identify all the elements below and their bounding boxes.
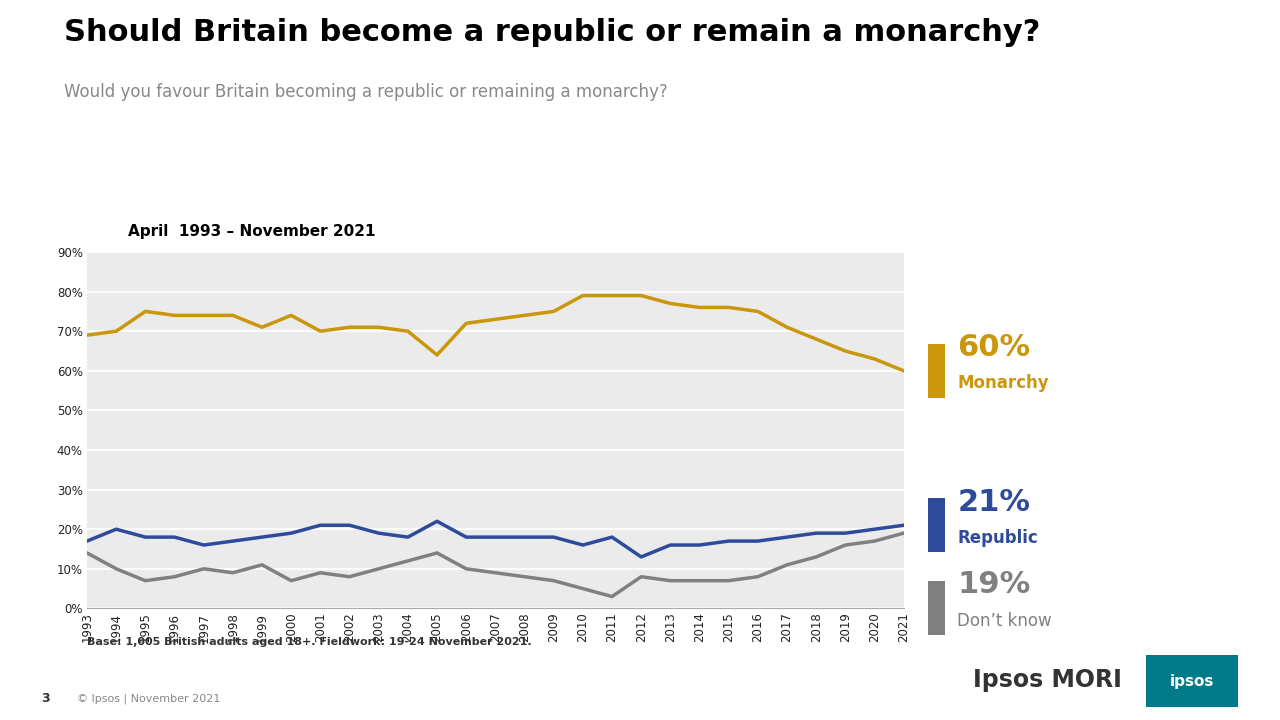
Text: © Ipsos | November 2021: © Ipsos | November 2021	[77, 693, 220, 703]
Text: 60%: 60%	[957, 333, 1030, 362]
Text: Would you favour Britain becoming a republic or remaining a monarchy?: Would you favour Britain becoming a repu…	[64, 83, 668, 101]
Text: Monarchy: Monarchy	[957, 374, 1050, 392]
Text: 19%: 19%	[957, 570, 1030, 599]
Text: 3: 3	[41, 692, 50, 705]
Text: April  1993 – November 2021: April 1993 – November 2021	[128, 224, 375, 239]
Text: Ipsos MORI: Ipsos MORI	[973, 668, 1121, 693]
Text: Republic: Republic	[957, 528, 1038, 547]
Text: Base: 1,005 British adults aged 18+. Fieldwork: 19-24 November 2021.: Base: 1,005 British adults aged 18+. Fie…	[87, 637, 531, 647]
Text: ipsos: ipsos	[1170, 674, 1213, 688]
Text: Should Britain become a republic or remain a monarchy?: Should Britain become a republic or rema…	[64, 18, 1041, 47]
Text: Don’t know: Don’t know	[957, 611, 1052, 629]
Text: 21%: 21%	[957, 487, 1030, 516]
